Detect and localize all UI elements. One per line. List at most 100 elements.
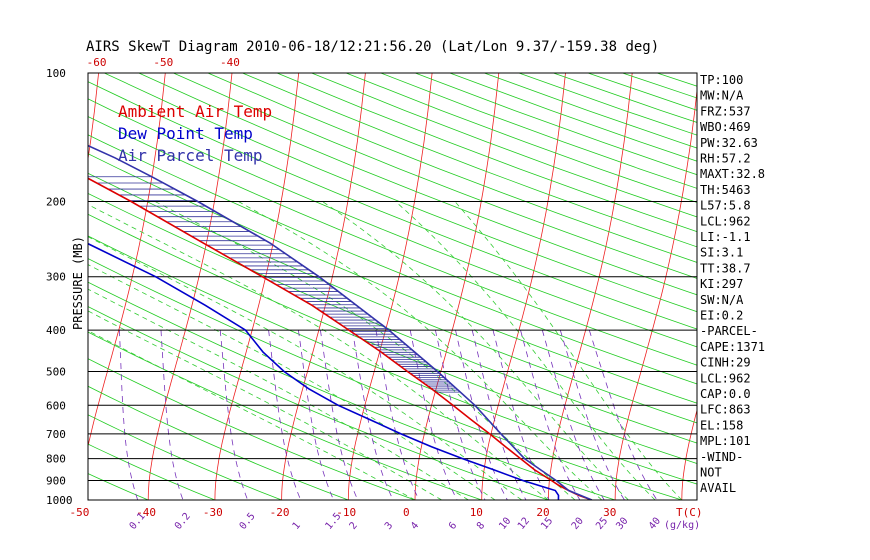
- x-unit-label: T(C): [676, 506, 703, 519]
- pressure-tick-label: 800: [46, 453, 66, 466]
- mixing-ratio-label: 40: [647, 516, 663, 532]
- mixing-ratio-label: 8: [475, 520, 487, 532]
- legend: Ambient Air Temp Dew Point Temp Air Parc…: [118, 102, 272, 165]
- index-entry: -WIND-: [700, 450, 743, 464]
- pressure-tick-label: 700: [46, 428, 66, 441]
- index-entry: SI:3.1: [700, 246, 743, 260]
- pressure-tick-label: 500: [46, 365, 66, 378]
- dry-adiabat-line: [88, 306, 549, 500]
- bottom-temp-tick-label: 20: [536, 506, 549, 519]
- pressure-tick-label: 1000: [46, 494, 73, 507]
- dry-adiabat-line: [88, 98, 697, 348]
- index-entry: MW:N/A: [700, 89, 744, 103]
- dry-adiabat-line: [518, 73, 697, 136]
- mixing-ratio-label: 1: [291, 520, 303, 532]
- isotherm-line: [681, 408, 697, 500]
- index-entry: WBO:469: [700, 120, 751, 134]
- y-axis-label: PRESSURE (MB): [71, 236, 85, 330]
- grid-layer: [0, 73, 870, 500]
- mixing-ratio-label: 30: [614, 516, 630, 532]
- moist-adiabat-line: [88, 330, 416, 500]
- bottom-temp-tick-label: -10: [336, 506, 356, 519]
- pressure-tick-label: 200: [46, 196, 66, 209]
- mixing-ratio-label: 2: [348, 520, 360, 532]
- dry-adiabat-line: [0, 73, 15, 500]
- moist-adiabat-line: [88, 204, 549, 500]
- index-entry: KI:297: [700, 277, 743, 291]
- mixing-ratio-line: [219, 330, 249, 500]
- mixing-ratio-line: [435, 330, 486, 500]
- mixing-ratio-label: 0.5: [238, 511, 258, 532]
- index-entry: SW:N/A: [700, 293, 744, 307]
- dry-adiabat-line: [88, 331, 482, 500]
- legend-dewpoint: Dew Point Temp: [118, 124, 253, 143]
- series-line-0: [88, 177, 593, 500]
- dry-adiabat-line: [88, 172, 697, 424]
- legend-parcel: Air Parcel Temp: [118, 146, 263, 165]
- dry-adiabat-line: [88, 281, 616, 500]
- index-entry: MPL:101: [700, 434, 751, 448]
- isotherm-line: [815, 73, 870, 500]
- isotherm-line: [749, 73, 833, 500]
- index-entry: NOT: [700, 466, 722, 480]
- isotherm-line: [147, 73, 233, 500]
- mixing-ratio-label: 0.2: [173, 511, 193, 532]
- dry-adiabat-line: [415, 73, 697, 176]
- mixing-ratio-line: [588, 329, 658, 500]
- pressure-tick-label: 600: [46, 399, 66, 412]
- bottom-temp-tick-label: -40: [136, 506, 156, 519]
- bottom-temp-tick-label: 0: [403, 506, 410, 519]
- dry-adiabat-line: [88, 414, 282, 500]
- series-line-2: [88, 144, 593, 500]
- index-entry: EI:0.2: [700, 309, 743, 323]
- dry-adiabat-line: [276, 73, 697, 233]
- chart-title: AIRS SkewT Diagram 2010-06-18/12:21:56.2…: [86, 39, 659, 55]
- moist-adiabat-line: [238, 201, 603, 500]
- dry-adiabat-line: [0, 73, 82, 500]
- dry-adiabat-line: [88, 358, 416, 500]
- moist-adiabat-line: [322, 201, 629, 500]
- index-entry: EL:158: [700, 418, 743, 432]
- index-entry: LCL:962: [700, 214, 751, 228]
- index-entry: LI:-1.1: [700, 230, 751, 244]
- data-layer: [88, 144, 593, 500]
- index-entry: LFC:863: [700, 403, 751, 417]
- mixing-ratio-label: 10: [497, 516, 513, 532]
- index-entry: CINH:29: [700, 356, 751, 370]
- mixing-ratio-label: 12: [516, 516, 532, 532]
- pressure-tick-label: 300: [46, 271, 66, 284]
- dry-adiabat-line: [88, 116, 697, 366]
- series-line-1: [88, 242, 560, 500]
- index-entry: PW:32.63: [700, 136, 758, 150]
- pressure-tick-label: 100: [46, 67, 66, 80]
- bottom-temp-tick-label: 30: [603, 506, 616, 519]
- mixing-ratio-label: 6: [447, 520, 459, 532]
- moist-adiabat-line: [395, 201, 656, 500]
- index-entry: L57:5.8: [700, 199, 751, 213]
- index-entry: RH:57.2: [700, 152, 751, 166]
- bottom-temp-tick-label: -30: [203, 506, 223, 519]
- mixing-ratio-line: [320, 330, 359, 500]
- dry-adiabat-line: [173, 73, 697, 279]
- isotherm-line: [0, 73, 32, 500]
- index-entry: MAXT:32.8: [700, 167, 765, 181]
- bottom-temp-tick-label: -50: [70, 506, 90, 519]
- dry-adiabat-line: [656, 73, 697, 87]
- bottom-temp-tick-label: -20: [270, 506, 290, 519]
- mixing-ratio-line: [160, 330, 184, 500]
- isotherm-line: [614, 86, 697, 500]
- mixing-ratio-label: 4: [409, 520, 421, 532]
- isotherm-line: [414, 73, 500, 500]
- dry-adiabat-line: [88, 213, 697, 464]
- pressure-tick-label: 400: [46, 324, 66, 337]
- isotherm-line: [88, 73, 166, 449]
- moist-adiabat-line: [454, 201, 683, 500]
- index-entry: FRZ:537: [700, 104, 751, 118]
- dry-adiabat-line: [207, 73, 697, 263]
- moist-adiabat-line: [88, 310, 442, 500]
- index-entry: TP:100: [700, 73, 743, 87]
- mixing-ratio-label: 20: [570, 516, 586, 532]
- dry-adiabat-line: [484, 73, 697, 149]
- isotherm-line: [281, 73, 366, 500]
